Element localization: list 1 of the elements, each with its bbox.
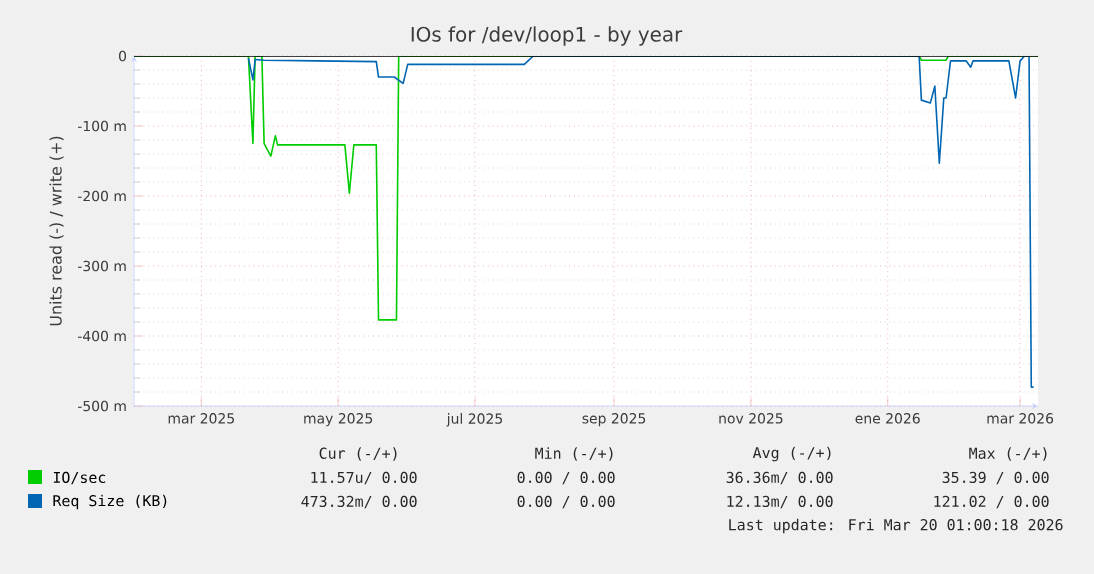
chart-title: IOs for /dev/loop1 - by year — [411, 26, 683, 46]
